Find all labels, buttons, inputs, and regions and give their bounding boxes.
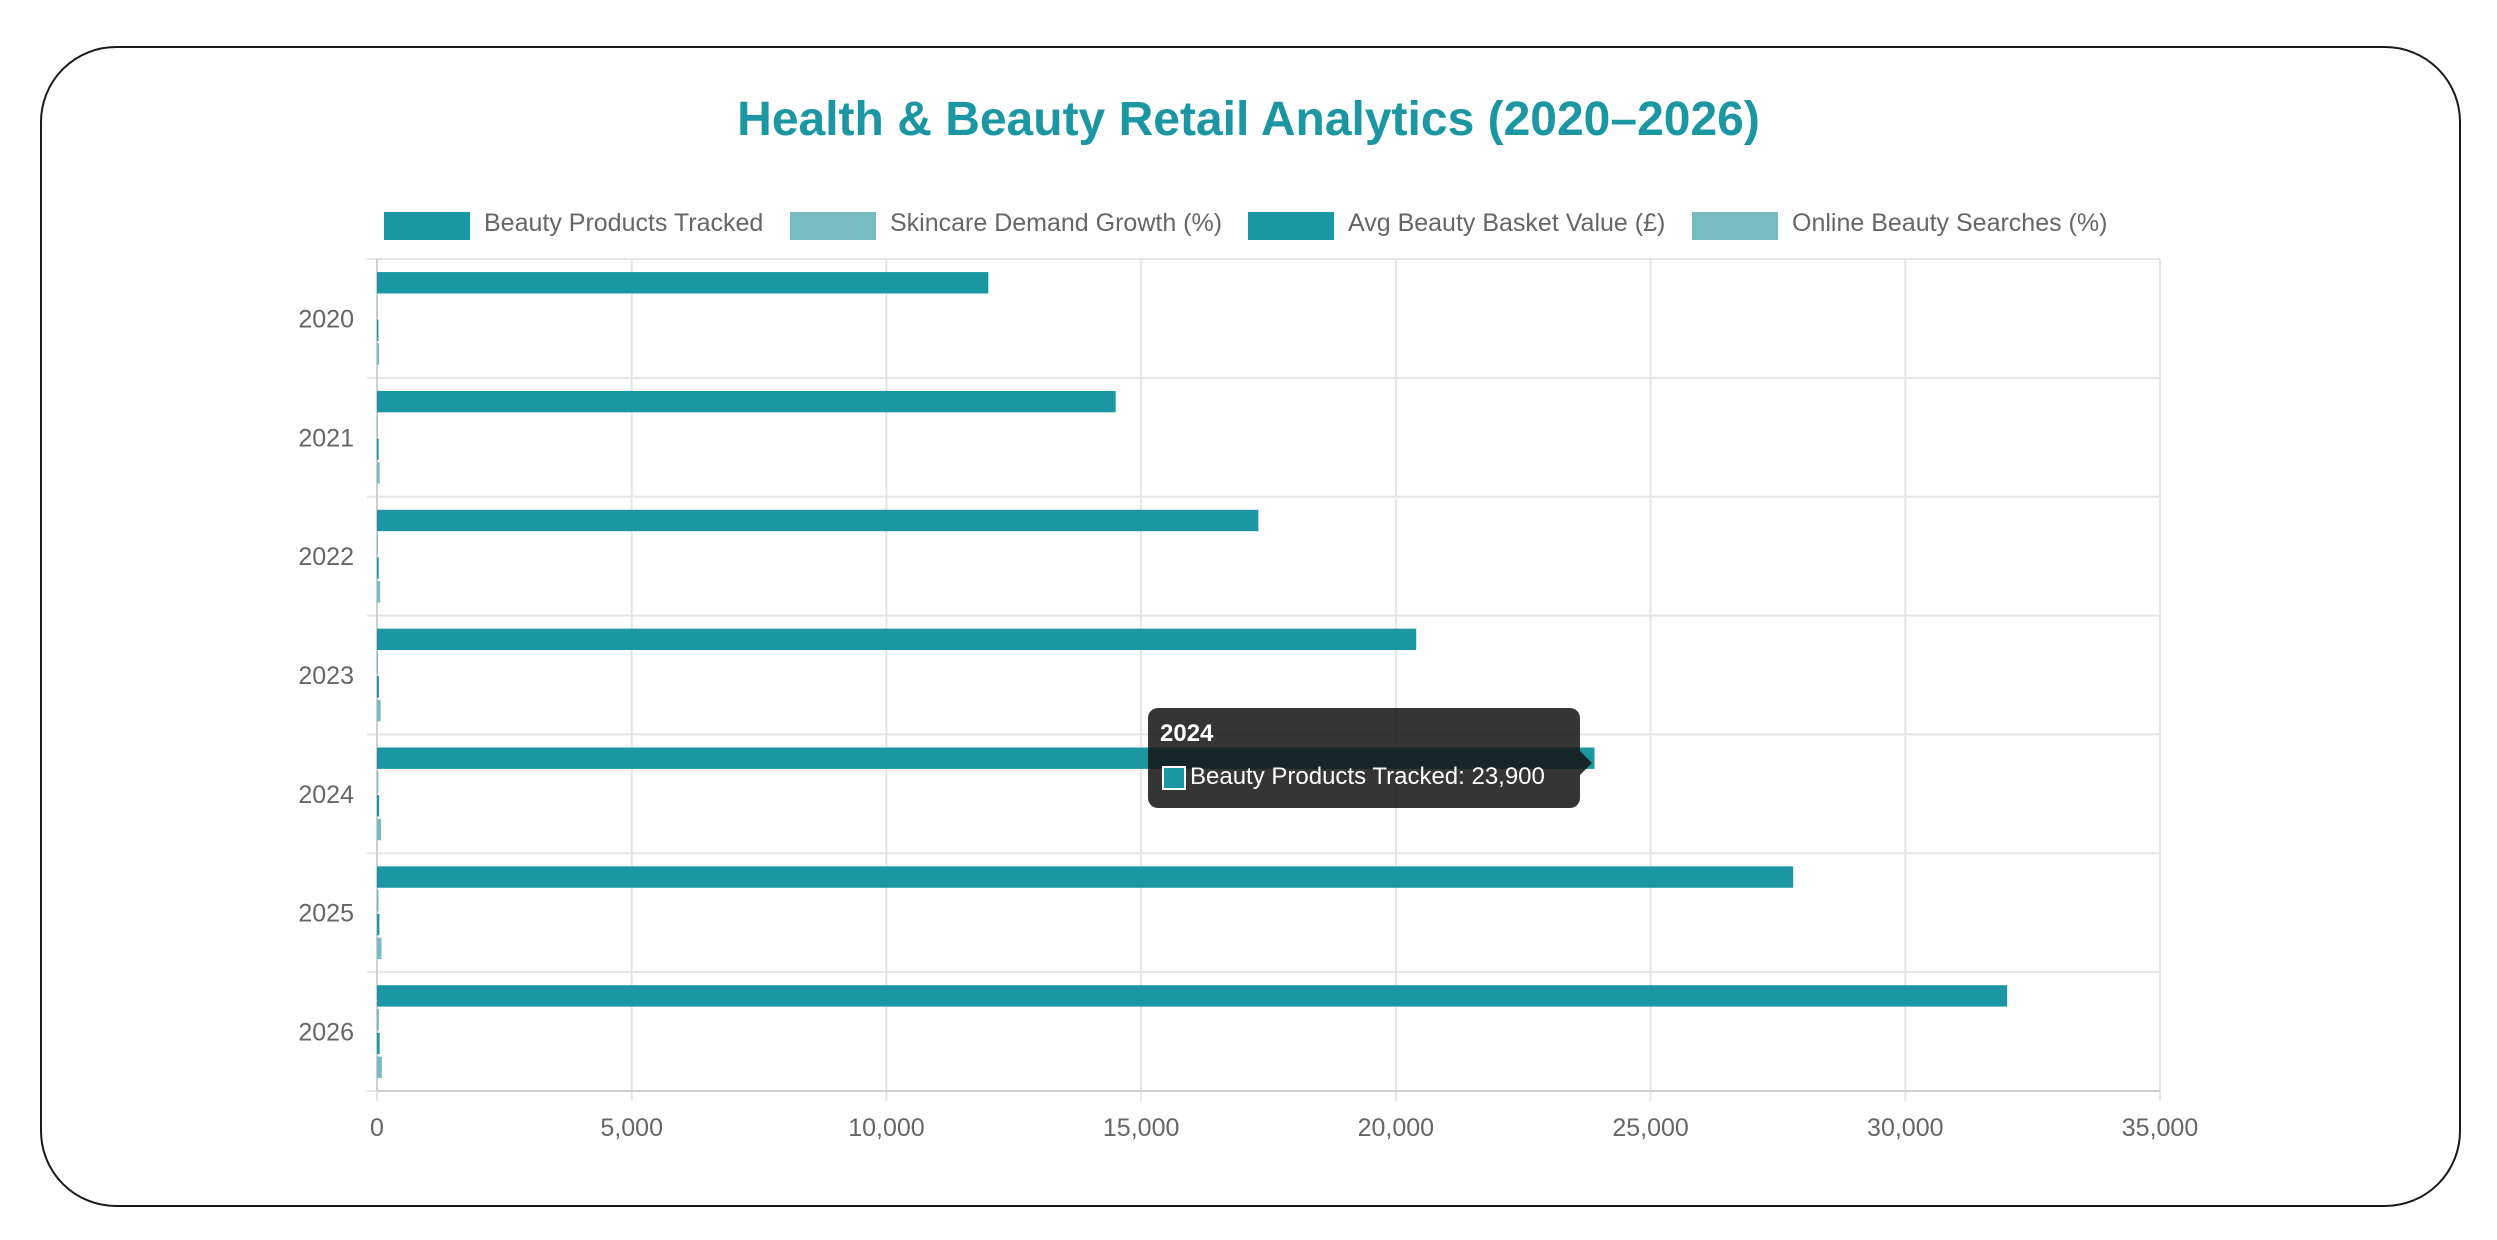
bar: [377, 272, 989, 294]
bar: [377, 676, 379, 698]
legend-label: Skincare Demand Growth (%): [890, 209, 1223, 237]
legend-swatch: [384, 212, 470, 240]
legend-swatch: [790, 212, 876, 240]
bar: [377, 581, 381, 603]
tooltip-title: 2024: [1160, 720, 1214, 747]
legend: Beauty Products Tracked Skincare Demand …: [0, 206, 2497, 246]
chart-tooltip: 2024 Beauty Products Tracked: 23,900: [1148, 708, 1592, 808]
chart-title: Health & Beauty Retail Analytics (2020–2…: [737, 93, 1760, 146]
tooltip-swatch: [1162, 766, 1186, 790]
legend-label: Online Beauty Searches (%): [1792, 209, 2108, 237]
tooltip-label: Beauty Products Tracked: 23,900: [1190, 763, 1545, 790]
bar: [377, 913, 380, 936]
y-tick-label: 2025: [298, 900, 354, 928]
x-tick-label: 20,000: [1358, 1114, 1434, 1142]
bar: [377, 533, 378, 555]
bar: [377, 818, 382, 841]
bar: [377, 438, 379, 460]
bar: [377, 462, 380, 484]
x-tick-label: 10,000: [848, 1114, 924, 1142]
bar: [377, 795, 380, 817]
x-tick-label: 30,000: [1867, 1114, 1943, 1142]
bar: [377, 1008, 379, 1031]
y-tick-label: 2024: [298, 781, 354, 809]
bar: [377, 771, 379, 793]
legend-label: Avg Beauty Basket Value (£): [1348, 209, 1666, 237]
x-tick-label: 35,000: [2122, 1114, 2198, 1142]
bar: [377, 652, 379, 674]
legend-swatch: [1248, 212, 1334, 240]
bar: [377, 985, 2008, 1007]
tooltip-arrow: [1580, 751, 1592, 775]
bar: [377, 1032, 380, 1055]
y-tick-label: 2022: [298, 543, 354, 571]
x-tick-label: 15,000: [1103, 1114, 1179, 1142]
x-tick-label: 25,000: [1612, 1114, 1688, 1142]
bar: [377, 1056, 382, 1078]
bar: [377, 628, 1417, 651]
x-tick-label: 5,000: [600, 1114, 663, 1142]
bar: [377, 699, 381, 722]
bar: [377, 890, 379, 912]
x-tick-label: 0: [370, 1114, 384, 1142]
y-tick-label: 2023: [298, 662, 354, 690]
bar: [377, 390, 1116, 413]
bar: [377, 557, 379, 579]
bar: [377, 866, 1794, 888]
bar: [377, 509, 1259, 532]
legend-swatch: [1692, 212, 1778, 240]
bar: [377, 319, 379, 342]
bar: [377, 937, 382, 960]
bar: [377, 343, 380, 365]
y-tick-label: 2021: [298, 424, 354, 452]
bar: [377, 414, 378, 437]
legend-label: Beauty Products Tracked: [484, 209, 764, 237]
y-tick-label: 2026: [298, 1019, 354, 1047]
y-tick-label: 2020: [298, 305, 354, 333]
